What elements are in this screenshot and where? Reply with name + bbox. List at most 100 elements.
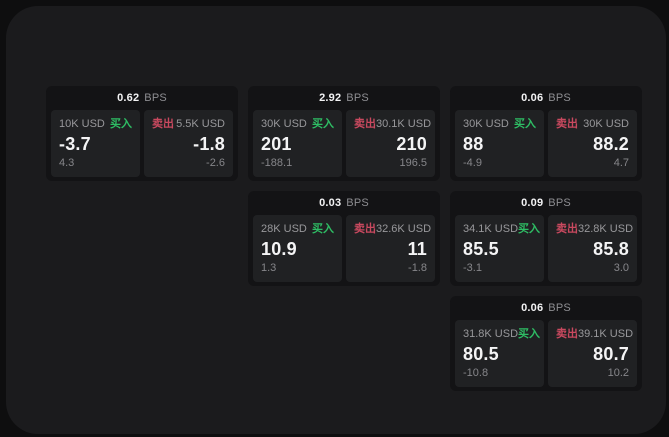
card-body: 30K USD 买入 88 -4.9 卖出 30K USD 88.2 4.7 [450, 110, 642, 181]
bps-unit-label: BPS [548, 302, 571, 314]
buy-delta: 1.3 [261, 262, 277, 274]
sell-amount: 30.1K USD [376, 118, 432, 130]
card-header: 2.92 BPS [248, 86, 440, 110]
card-body: 34.1K USD 买入 85.5 -3.1 卖出 32.8K USD 85.8… [450, 215, 642, 286]
sell-delta: -1.8 [408, 262, 427, 274]
buy-panel-header: 28K USD 买入 [261, 224, 334, 235]
buy-delta: -10.8 [463, 367, 489, 379]
sell-amount: 39.1K USD [578, 328, 634, 340]
buy-side-label: 买入 [312, 223, 334, 235]
sell-panel[interactable]: 卖出 32.8K USD 85.8 3.0 [548, 215, 637, 282]
card-header: 0.03 BPS [248, 191, 440, 215]
buy-panel[interactable]: 34.1K USD 买入 85.5 -3.1 [455, 215, 544, 282]
bps-unit-label: BPS [346, 197, 369, 209]
buy-panel-header: 10K USD 买入 [59, 119, 132, 130]
buy-panel-header: 30K USD 买入 [463, 119, 536, 130]
card-body: 28K USD 买入 10.9 1.3 卖出 32.6K USD 11 -1.8 [248, 215, 440, 286]
sell-value: 210 [396, 134, 427, 154]
bps-value: 0.06 [521, 302, 544, 314]
sell-side-label: 卖出 [354, 118, 376, 130]
buy-panel[interactable]: 10K USD 买入 -3.7 4.3 [51, 110, 140, 177]
card-body: 10K USD 买入 -3.7 4.3 卖出 5.5K USD -1.8 -2.… [46, 110, 238, 181]
quote-card: 0.62 BPS 10K USD 买入 -3.7 4.3 卖出 5.5K USD… [46, 86, 238, 181]
quote-card: 0.03 BPS 28K USD 买入 10.9 1.3 卖出 32.6K US… [248, 191, 440, 286]
buy-delta: -188.1 [261, 157, 293, 169]
buy-delta: 4.3 [59, 157, 75, 169]
bps-value: 2.92 [319, 92, 342, 104]
sell-panel[interactable]: 卖出 30K USD 88.2 4.7 [548, 110, 637, 177]
sell-delta: 10.2 [607, 367, 629, 379]
quote-card-grid: 0.62 BPS 10K USD 买入 -3.7 4.3 卖出 5.5K USD… [46, 86, 642, 391]
buy-value: -3.7 [59, 134, 91, 154]
buy-amount: 30K USD [463, 118, 509, 130]
sell-value: -1.8 [193, 134, 225, 154]
buy-side-label: 买入 [518, 223, 541, 235]
buy-value: 80.5 [463, 344, 499, 364]
card-header: 0.06 BPS [450, 86, 642, 110]
quote-card: 0.09 BPS 34.1K USD 买入 85.5 -3.1 卖出 32.8K… [450, 191, 642, 286]
sell-delta: 196.5 [399, 157, 427, 169]
sell-value: 11 [407, 239, 427, 259]
card-body: 30K USD 买入 201 -188.1 卖出 30.1K USD 210 1… [248, 110, 440, 181]
sell-panel[interactable]: 卖出 5.5K USD -1.8 -2.6 [144, 110, 233, 177]
sell-panel-header: 卖出 30.1K USD [354, 118, 431, 130]
sell-value: 80.7 [593, 344, 629, 364]
sell-panel-header: 卖出 5.5K USD [152, 119, 225, 130]
sell-side-label: 卖出 [556, 328, 578, 340]
quote-card: 0.06 BPS 30K USD 买入 88 -4.9 卖出 30K USD 8… [450, 86, 642, 181]
sell-delta: -2.6 [206, 157, 225, 169]
buy-value: 85.5 [463, 239, 499, 259]
bps-unit-label: BPS [548, 92, 571, 104]
sell-panel-header: 卖出 39.1K USD [556, 328, 633, 340]
quote-card: 2.92 BPS 30K USD 买入 201 -188.1 卖出 30.1K … [248, 86, 440, 181]
sell-delta: 4.7 [613, 157, 629, 169]
bps-value: 0.06 [521, 92, 544, 104]
sell-panel-header: 卖出 30K USD [556, 119, 629, 130]
buy-amount: 30K USD [261, 118, 307, 130]
buy-delta: -3.1 [463, 262, 482, 274]
bps-value: 0.03 [319, 197, 342, 209]
card-body: 31.8K USD 买入 80.5 -10.8 卖出 39.1K USD 80.… [450, 320, 642, 391]
sell-amount: 32.6K USD [376, 223, 432, 235]
sell-panel[interactable]: 卖出 39.1K USD 80.7 10.2 [548, 320, 637, 387]
buy-panel[interactable]: 30K USD 买入 88 -4.9 [455, 110, 544, 177]
quotes-panel: 0.62 BPS 10K USD 买入 -3.7 4.3 卖出 5.5K USD… [6, 6, 666, 434]
buy-panel[interactable]: 30K USD 买入 201 -188.1 [253, 110, 342, 177]
card-header: 0.62 BPS [46, 86, 238, 110]
sell-panel[interactable]: 卖出 30.1K USD 210 196.5 [346, 110, 435, 177]
buy-value: 201 [261, 134, 292, 154]
bps-unit-label: BPS [346, 92, 369, 104]
card-header: 0.09 BPS [450, 191, 642, 215]
buy-amount: 10K USD [59, 118, 105, 130]
sell-amount: 5.5K USD [176, 118, 225, 130]
buy-value: 88 [463, 134, 484, 154]
sell-value: 85.8 [593, 239, 629, 259]
quote-card: 0.06 BPS 31.8K USD 买入 80.5 -10.8 卖出 39.1… [450, 296, 642, 391]
buy-panel-header: 30K USD 买入 [261, 119, 334, 130]
sell-amount: 30K USD [583, 118, 629, 130]
sell-panel-header: 卖出 32.8K USD [556, 223, 633, 235]
sell-side-label: 卖出 [556, 118, 578, 130]
bps-value: 0.09 [521, 197, 544, 209]
bps-unit-label: BPS [548, 197, 571, 209]
sell-amount: 32.8K USD [578, 223, 634, 235]
buy-value: 10.9 [261, 239, 297, 259]
sell-panel[interactable]: 卖出 32.6K USD 11 -1.8 [346, 215, 435, 282]
buy-side-label: 买入 [110, 118, 132, 130]
buy-side-label: 买入 [514, 118, 536, 130]
buy-panel[interactable]: 31.8K USD 买入 80.5 -10.8 [455, 320, 544, 387]
buy-panel-header: 34.1K USD 买入 [463, 224, 540, 235]
sell-side-label: 卖出 [556, 223, 578, 235]
buy-side-label: 买入 [312, 118, 334, 130]
buy-delta: -4.9 [463, 157, 482, 169]
buy-panel[interactable]: 28K USD 买入 10.9 1.3 [253, 215, 342, 282]
sell-delta: 3.0 [613, 262, 629, 274]
card-header: 0.06 BPS [450, 296, 642, 320]
sell-side-label: 卖出 [152, 118, 174, 130]
bps-unit-label: BPS [144, 92, 167, 104]
buy-side-label: 买入 [518, 328, 541, 340]
sell-value: 88.2 [593, 134, 629, 154]
buy-amount: 28K USD [261, 223, 307, 235]
sell-side-label: 卖出 [354, 223, 376, 235]
